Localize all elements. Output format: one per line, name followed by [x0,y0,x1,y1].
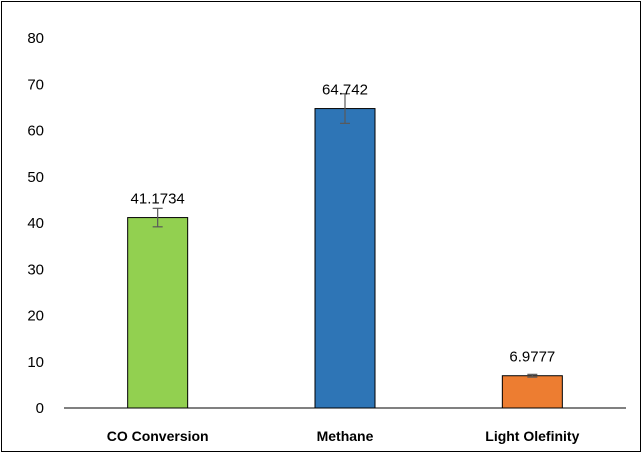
error-bars [152,93,538,378]
error-bar-methane [340,93,350,124]
bar-methane [314,108,376,409]
bar-light-olefinity [501,375,563,409]
error-bar-co-conversion [152,207,163,228]
y-tick-label-30: 30 [27,261,44,278]
y-tick-label-70: 70 [27,76,44,93]
error-bar-light-olefinity [527,373,538,378]
x-axis-labels: CO Conversion Methane Light Olefinity [107,428,580,444]
y-tick-label-80: 80 [27,30,44,47]
y-axis-ticks: 0 10 20 30 40 50 60 70 80 [27,30,44,417]
data-label-light-olefinity: 6.9777 [509,349,555,366]
category-label-light-olefinity: Light Olefinity [485,428,579,444]
y-tick-label-40: 40 [27,215,44,232]
category-label-methane: Methane [317,428,374,444]
y-tick-label-50: 50 [27,169,44,186]
category-label-co-conversion: CO Conversion [107,428,209,444]
y-tick-label-60: 60 [27,123,44,140]
data-label-methane: 64.742 [322,82,368,99]
bar-co-conversion [127,217,189,409]
y-tick-label-0: 0 [36,400,44,417]
bars [127,108,563,409]
data-label-co-conversion: 41.1734 [131,191,185,208]
y-tick-label-20: 20 [27,308,44,325]
y-tick-label-10: 10 [27,354,44,371]
data-labels: 41.1734 64.742 6.9777 [131,82,556,366]
